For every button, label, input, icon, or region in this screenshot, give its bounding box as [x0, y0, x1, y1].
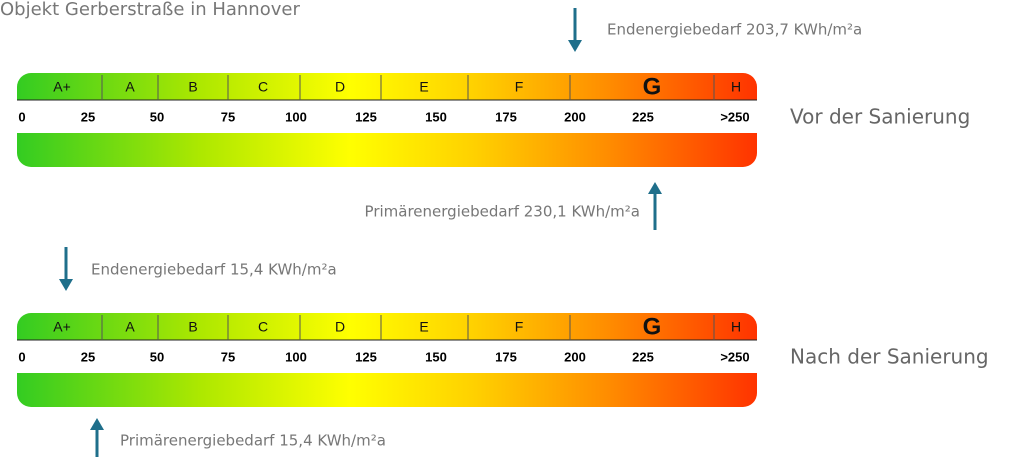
- scale-tick: 0: [18, 109, 25, 124]
- class-label: A: [125, 319, 135, 335]
- scales: A+ A B C D E F G H 0 25 50 75 100 125 150 175 200 225 >250 V…: [12, 8, 989, 457]
- class-label: G: [643, 73, 662, 100]
- scale-tick: 50: [150, 349, 164, 364]
- class-label: D: [335, 79, 345, 95]
- class-label: C: [258, 79, 268, 95]
- scale-tick: 200: [564, 109, 586, 124]
- class-label: C: [258, 319, 268, 335]
- scale-tick: 25: [81, 349, 95, 364]
- scale-tick: 150: [425, 109, 447, 124]
- scale-tick: 225: [632, 109, 654, 124]
- scale-tick: 200: [564, 349, 586, 364]
- class-label: A: [125, 79, 135, 95]
- arrow-label: Primärenergiebedarf 230,1 KWh/m²a: [365, 203, 640, 221]
- class-label: A+: [53, 319, 71, 335]
- scale-tick: 25: [81, 109, 95, 124]
- arrow-head: [90, 418, 104, 430]
- scale-tick: 100: [285, 109, 307, 124]
- arrow-label: Endenergiebedarf 15,4 KWh/m²a: [91, 261, 337, 279]
- scale-tick: 225: [632, 349, 654, 364]
- energy-scale: A+ A B C D E F G H 0 25 50 75 100 125 150 175 200 225 >250 N…: [12, 313, 989, 407]
- scale-label: Nach der Sanierung: [790, 345, 989, 369]
- arrow-head: [568, 40, 582, 52]
- scale-tick: 0: [18, 349, 25, 364]
- class-label: F: [515, 319, 524, 335]
- scale-tick: >250: [720, 349, 749, 364]
- scale-tick: 50: [150, 109, 164, 124]
- scale-tick: 175: [495, 349, 517, 364]
- scale-tick: 125: [355, 109, 377, 124]
- scale-label: Vor der Sanierung: [790, 105, 970, 129]
- title: Objekt Gerberstraße in Hannover: [0, 0, 300, 20]
- class-label: B: [188, 319, 197, 335]
- scale-tick: 125: [355, 349, 377, 364]
- scale-tick: 175: [495, 109, 517, 124]
- class-label: E: [419, 319, 428, 335]
- arrow-head: [59, 279, 73, 291]
- arrow-label: Endenergiebedarf 203,7 KWh/m²a: [607, 21, 862, 39]
- scale-tick: 75: [221, 349, 235, 364]
- scale-tick: 75: [221, 109, 235, 124]
- class-label: H: [731, 319, 741, 335]
- scale-tick: >250: [720, 109, 749, 124]
- class-label: F: [515, 79, 524, 95]
- class-label: G: [643, 313, 662, 340]
- class-label: H: [731, 79, 741, 95]
- scale-tick: 150: [425, 349, 447, 364]
- arrow-head: [648, 182, 662, 194]
- energy-scale: A+ A B C D E F G H 0 25 50 75 100 125 150 175 200 225 >250 V…: [12, 73, 970, 167]
- class-label: A+: [53, 79, 71, 95]
- scale-gap: [12, 340, 762, 373]
- class-label: D: [335, 319, 345, 335]
- scale-tick: 100: [285, 349, 307, 364]
- arrow-label: Primärenergiebedarf 15,4 KWh/m²a: [120, 432, 386, 450]
- class-label: B: [188, 79, 197, 95]
- scale-gap: [12, 100, 762, 133]
- class-label: E: [419, 79, 428, 95]
